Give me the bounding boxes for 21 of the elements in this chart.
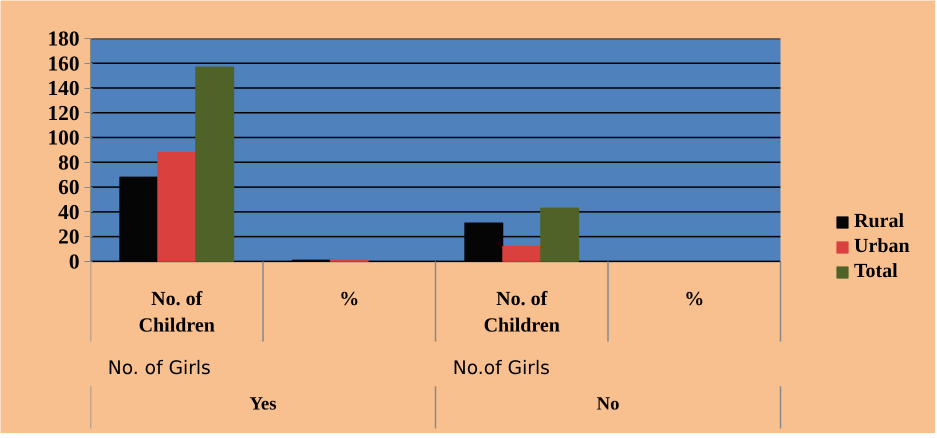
legend-label: Rural — [854, 210, 904, 233]
y-tick-label: 0 — [68, 249, 80, 274]
legend-label: Total — [854, 260, 898, 283]
y-tick-label: 120 — [48, 100, 80, 125]
y-tick-label: 140 — [48, 76, 80, 100]
y-tick-label: 40 — [58, 200, 80, 224]
text: Yes — [250, 393, 276, 414]
text: No — [596, 393, 620, 414]
y-tick-label: 80 — [58, 150, 80, 174]
y-tick-label: 60 — [58, 175, 80, 200]
y-tick-label: 180 — [48, 26, 80, 50]
x-tick-label: % — [684, 288, 704, 310]
x-tick-label: No. of Children — [484, 288, 560, 336]
y-tick-label: 100 — [48, 126, 80, 150]
text: No. of Girls — [108, 358, 211, 379]
legend-label: Urban — [854, 235, 910, 258]
y-tick-label: 20 — [58, 224, 80, 249]
text: No.of Girls — [452, 358, 550, 379]
y-tick-label: 160 — [48, 51, 80, 76]
x-tick-label: % — [339, 288, 360, 310]
x-tick-label: No. of Children — [138, 288, 215, 336]
